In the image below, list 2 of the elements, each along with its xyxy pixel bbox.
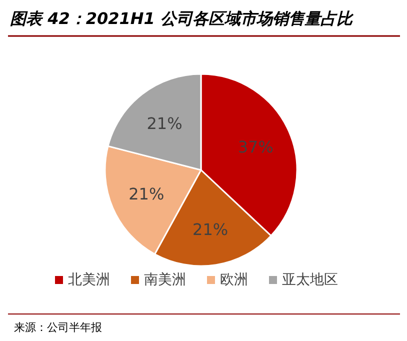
title: 图表 42：2021H1 公司各区域市场销售量占比	[10, 9, 352, 28]
annotation: 来源：公司半年报	[14, 321, 102, 334]
